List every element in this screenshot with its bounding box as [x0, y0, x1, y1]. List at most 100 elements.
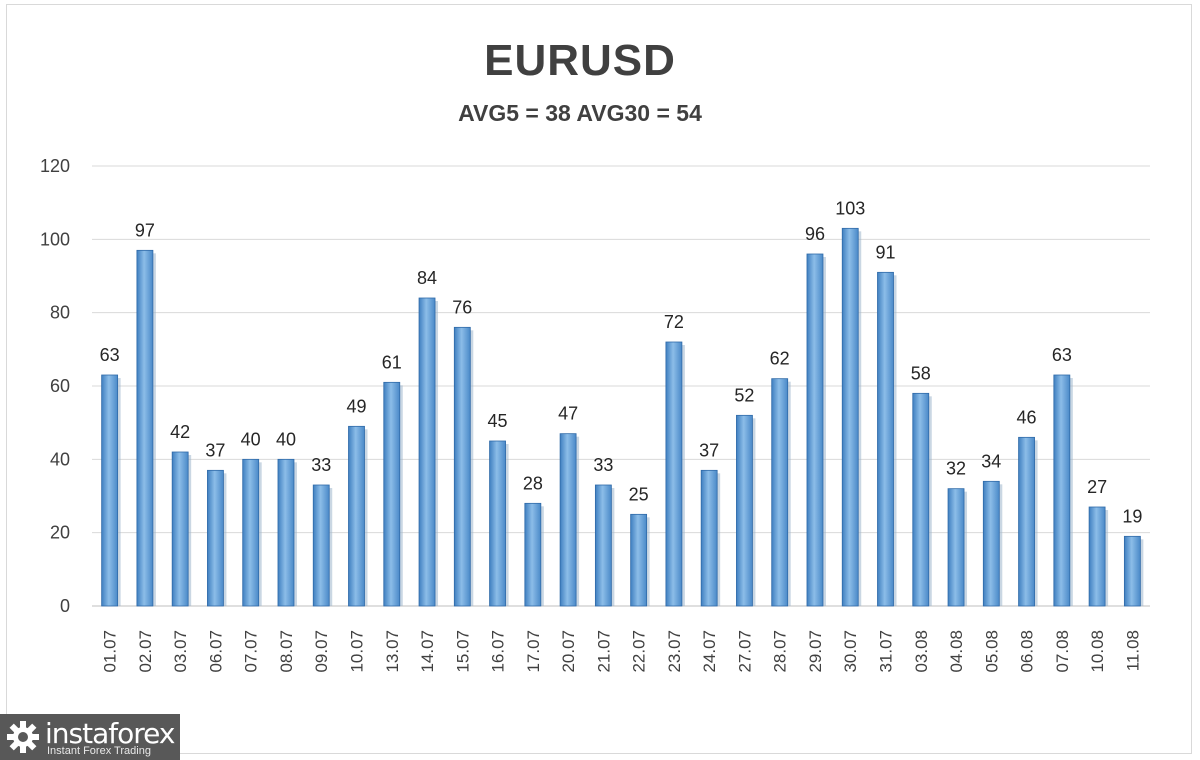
y-tick-label: 60	[50, 376, 70, 396]
data-label: 40	[241, 429, 261, 449]
bar	[1088, 506, 1106, 607]
data-label: 40	[276, 429, 296, 449]
x-tick-label: 03.08	[912, 630, 931, 673]
x-tick-label: 10.08	[1088, 630, 1107, 673]
bar	[982, 480, 1000, 607]
x-tick-label: 17.07	[524, 630, 543, 673]
x-tick-label: 06.08	[1018, 630, 1037, 673]
data-label: 76	[452, 297, 472, 317]
bar	[630, 513, 648, 607]
x-tick-label: 15.07	[453, 630, 472, 673]
y-tick-label: 80	[50, 303, 70, 323]
instaforex-logo: instaforex Instant Forex Trading	[0, 714, 180, 760]
bar	[947, 488, 965, 607]
bar	[665, 341, 683, 607]
x-tick-label: 21.07	[594, 630, 613, 673]
y-tick-label: 0	[60, 596, 70, 616]
data-label: 96	[805, 224, 825, 244]
bar	[559, 433, 577, 607]
data-label: 49	[346, 396, 366, 416]
data-label: 103	[835, 198, 865, 218]
bar	[1018, 436, 1035, 607]
bar	[594, 484, 612, 607]
data-label: 91	[875, 242, 895, 262]
x-tick-label: 24.07	[700, 630, 719, 673]
x-tick-label: 07.07	[242, 630, 261, 673]
x-tick-label: 08.07	[277, 630, 296, 673]
y-tick-label: 20	[50, 523, 70, 543]
x-tick-label: 10.07	[348, 630, 367, 673]
y-tick-label: 100	[40, 229, 70, 249]
bar	[383, 381, 401, 607]
data-label: 58	[911, 363, 931, 383]
x-tick-label: 13.07	[383, 630, 402, 673]
data-label: 37	[699, 440, 719, 460]
data-label: 32	[946, 459, 966, 479]
bar	[171, 451, 189, 607]
logo-name: instaforex	[45, 717, 175, 750]
bar	[453, 326, 471, 607]
data-label: 25	[629, 484, 649, 504]
data-label: 97	[135, 220, 155, 240]
data-label: 27	[1087, 477, 1107, 497]
data-label: 28	[523, 473, 543, 493]
data-label: 63	[1052, 345, 1072, 365]
x-tick-label: 30.07	[841, 630, 860, 673]
chart-frame	[6, 4, 1192, 754]
bar	[1123, 535, 1141, 607]
x-tick-label: 11.08	[1123, 630, 1142, 671]
data-label: 19	[1122, 506, 1142, 526]
data-label: 72	[664, 312, 684, 332]
x-tick-label: 20.07	[559, 630, 578, 673]
bar	[912, 392, 930, 607]
bar	[418, 297, 436, 607]
x-tick-label: 01.07	[101, 630, 120, 673]
data-label: 63	[100, 345, 120, 365]
data-label: 42	[170, 422, 190, 442]
bar	[771, 378, 789, 607]
x-tick-label: 05.08	[982, 630, 1001, 673]
x-tick-label: 31.07	[877, 630, 896, 673]
logo-tagline: Instant Forex Trading	[47, 745, 151, 757]
bar	[524, 502, 542, 607]
chart-subtitle: AVG5 = 38 AVG30 = 54	[458, 100, 702, 126]
data-label: 62	[770, 349, 790, 369]
data-label: 46	[1017, 407, 1037, 427]
data-label: 52	[734, 385, 754, 405]
x-tick-label: 03.07	[171, 630, 190, 673]
x-tick-label: 16.07	[489, 630, 508, 673]
data-label: 84	[417, 268, 437, 288]
bar	[101, 374, 119, 607]
x-tick-label: 02.07	[136, 630, 155, 673]
x-tick-label: 29.07	[806, 630, 825, 673]
bar	[348, 425, 365, 607]
bar	[806, 253, 824, 607]
data-label: 37	[205, 440, 225, 460]
bar	[136, 249, 154, 607]
x-tick-label: 28.07	[771, 630, 790, 673]
chart-title: EURUSD	[484, 36, 676, 85]
bar-chart: 63 97 42 37 40 40 33 49 61 84 76 45 28 47 33 25 72 37 52 62…	[40, 156, 1150, 673]
y-tick-label: 40	[50, 449, 70, 469]
bar	[736, 414, 753, 607]
data-label: 33	[311, 455, 331, 475]
bar	[1053, 374, 1071, 607]
data-label: 61	[382, 352, 402, 372]
bar	[277, 458, 295, 607]
gear-icon	[7, 721, 39, 753]
bar	[489, 440, 506, 607]
x-tick-label: 14.07	[418, 630, 437, 673]
x-tick-label: 04.08	[947, 630, 966, 673]
data-label: 34	[981, 451, 1001, 471]
bar	[877, 271, 894, 607]
data-label: 33	[593, 455, 613, 475]
bar	[312, 484, 330, 607]
y-tick-label: 120	[40, 156, 70, 176]
x-tick-label: 27.07	[735, 630, 754, 673]
data-label: 47	[558, 404, 578, 424]
x-tick-label: 07.08	[1053, 630, 1072, 673]
bar	[700, 469, 718, 607]
data-label: 45	[488, 411, 508, 431]
x-tick-label: 09.07	[312, 630, 331, 673]
x-tick-label: 06.07	[206, 630, 225, 673]
